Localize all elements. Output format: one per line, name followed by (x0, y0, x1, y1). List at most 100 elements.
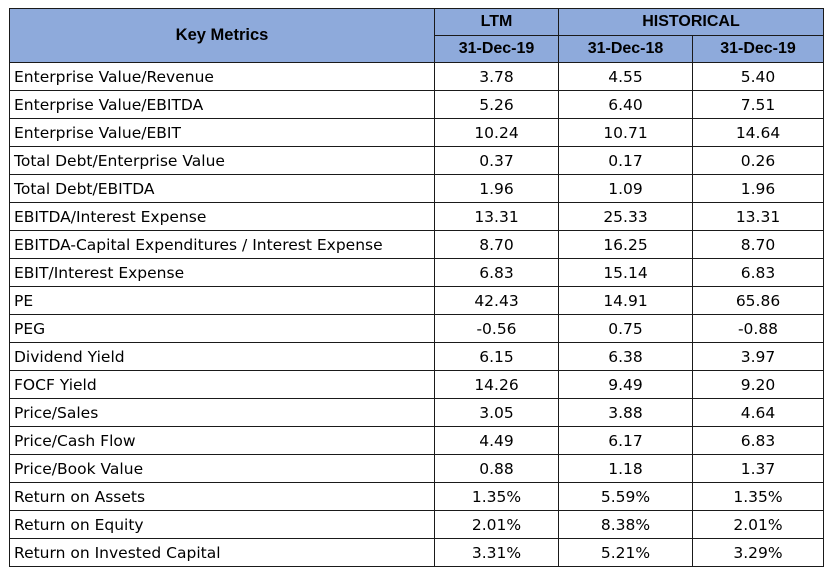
date-header-hist-2: 31-Dec-19 (692, 35, 824, 63)
metric-label: PE (9, 286, 435, 315)
ltm-value: 10.24 (434, 118, 559, 147)
historical-value-1: 4.55 (558, 62, 693, 91)
date-header-ltm: 31-Dec-19 (434, 35, 559, 63)
metric-label: Total Debt/EBITDA (9, 174, 435, 203)
ltm-value: 3.31% (434, 538, 559, 567)
historical-value-2: 6.83 (692, 426, 824, 455)
table-row: Total Debt/Enterprise Value 0.37 0.17 0.26 (9, 146, 824, 175)
historical-value-1: 3.88 (558, 398, 693, 427)
historical-value-2: 5.40 (692, 62, 824, 91)
historical-value-1: 10.71 (558, 118, 693, 147)
historical-value-2: 2.01% (692, 510, 824, 539)
historical-value-2: 1.35% (692, 482, 824, 511)
table-row: EBIT/Interest Expense 6.83 15.14 6.83 (9, 258, 824, 287)
ltm-value: 3.05 (434, 398, 559, 427)
table-row: Price/Cash Flow 4.49 6.17 6.83 (9, 426, 824, 455)
metric-label: Return on Equity (9, 510, 435, 539)
metric-label: Return on Assets (9, 482, 435, 511)
ltm-value: 0.37 (434, 146, 559, 175)
historical-value-1: 1.18 (558, 454, 693, 483)
table-row: PEG -0.56 0.75 -0.88 (9, 314, 824, 343)
historical-value-1: 6.38 (558, 342, 693, 371)
historical-value-1: 6.17 (558, 426, 693, 455)
table-row: Return on Equity 2.01% 8.38% 2.01% (9, 510, 824, 539)
historical-value-2: 7.51 (692, 90, 824, 119)
historical-value-2: 6.83 (692, 258, 824, 287)
metric-label: Enterprise Value/EBITDA (9, 90, 435, 119)
ltm-value: 1.96 (434, 174, 559, 203)
table-row: FOCF Yield 14.26 9.49 9.20 (9, 370, 824, 399)
table-row: Price/Sales 3.05 3.88 4.64 (9, 398, 824, 427)
ltm-value: 6.15 (434, 342, 559, 371)
historical-value-1: 1.09 (558, 174, 693, 203)
historical-value-1: 0.75 (558, 314, 693, 343)
metric-label: Price/Cash Flow (9, 426, 435, 455)
key-metrics-table: Key Metrics LTM HISTORICAL 31-Dec-19 31-… (9, 8, 824, 567)
historical-value-1: 5.21% (558, 538, 693, 567)
table-header: Key Metrics LTM HISTORICAL 31-Dec-19 31-… (9, 8, 824, 63)
historical-value-1: 9.49 (558, 370, 693, 399)
ltm-value: -0.56 (434, 314, 559, 343)
historical-value-2: 8.70 (692, 230, 824, 259)
historical-value-2: 3.29% (692, 538, 824, 567)
historical-value-1: 5.59% (558, 482, 693, 511)
historical-value-1: 16.25 (558, 230, 693, 259)
metric-label: FOCF Yield (9, 370, 435, 399)
historical-value-2: -0.88 (692, 314, 824, 343)
header-row-groups: Key Metrics LTM HISTORICAL (9, 8, 824, 63)
historical-value-1: 0.17 (558, 146, 693, 175)
historical-value-1: 25.33 (558, 202, 693, 231)
table-row: Enterprise Value/EBITDA 5.26 6.40 7.51 (9, 90, 824, 119)
historical-value-2: 9.20 (692, 370, 824, 399)
ltm-value: 14.26 (434, 370, 559, 399)
historical-value-2: 3.97 (692, 342, 824, 371)
table-row: Enterprise Value/EBIT 10.24 10.71 14.64 (9, 118, 824, 147)
ltm-value: 0.88 (434, 454, 559, 483)
historical-value-2: 14.64 (692, 118, 824, 147)
date-header-hist-1: 31-Dec-18 (558, 35, 693, 63)
table-row: Return on Invested Capital 3.31% 5.21% 3.29… (9, 538, 824, 567)
table-row: EBITDA-Capital Expenditures / Interest E… (9, 230, 824, 259)
historical-value-1: 14.91 (558, 286, 693, 315)
metric-label: EBIT/Interest Expense (9, 258, 435, 287)
metric-label: Total Debt/Enterprise Value (9, 146, 435, 175)
ltm-value: 6.83 (434, 258, 559, 287)
historical-value-1: 15.14 (558, 258, 693, 287)
historical-value-1: 8.38% (558, 510, 693, 539)
historical-value-2: 65.86 (692, 286, 824, 315)
historical-value-2: 1.37 (692, 454, 824, 483)
historical-value-2: 13.31 (692, 202, 824, 231)
metric-label: EBITDA-Capital Expenditures / Interest E… (9, 230, 435, 259)
ltm-value: 2.01% (434, 510, 559, 539)
historical-header: HISTORICAL (558, 8, 824, 36)
ltm-header: LTM (434, 8, 559, 36)
historical-value-2: 1.96 (692, 174, 824, 203)
metric-label: Price/Book Value (9, 454, 435, 483)
metric-label: Return on Invested Capital (9, 538, 435, 567)
metric-label: Enterprise Value/EBIT (9, 118, 435, 147)
table-row: PE 42.43 14.91 65.86 (9, 286, 824, 315)
key-metrics-header: Key Metrics (9, 8, 435, 63)
metric-label: PEG (9, 314, 435, 343)
historical-value-1: 6.40 (558, 90, 693, 119)
metric-label: EBITDA/Interest Expense (9, 202, 435, 231)
metric-label: Price/Sales (9, 398, 435, 427)
ltm-value: 1.35% (434, 482, 559, 511)
table-row: Return on Assets 1.35% 5.59% 1.35% (9, 482, 824, 511)
table-row: Total Debt/EBITDA 1.96 1.09 1.96 (9, 174, 824, 203)
table-row: Enterprise Value/Revenue 3.78 4.55 5.40 (9, 62, 824, 91)
ltm-value: 5.26 (434, 90, 559, 119)
table-row: Price/Book Value 0.88 1.18 1.37 (9, 454, 824, 483)
metric-label: Enterprise Value/Revenue (9, 62, 435, 91)
table-row: Dividend Yield 6.15 6.38 3.97 (9, 342, 824, 371)
ltm-value: 4.49 (434, 426, 559, 455)
ltm-value: 8.70 (434, 230, 559, 259)
metric-label: Dividend Yield (9, 342, 435, 371)
historical-value-2: 0.26 (692, 146, 824, 175)
header-row-dates: 31-Dec-19 31-Dec-18 31-Dec-19 (10, 35, 824, 63)
table-body: Enterprise Value/Revenue 3.78 4.55 5.40 Ente… (9, 62, 824, 567)
historical-value-2: 4.64 (692, 398, 824, 427)
ltm-value: 3.78 (434, 62, 559, 91)
table-row: EBITDA/Interest Expense 13.31 25.33 13.31 (9, 202, 824, 231)
ltm-value: 42.43 (434, 286, 559, 315)
